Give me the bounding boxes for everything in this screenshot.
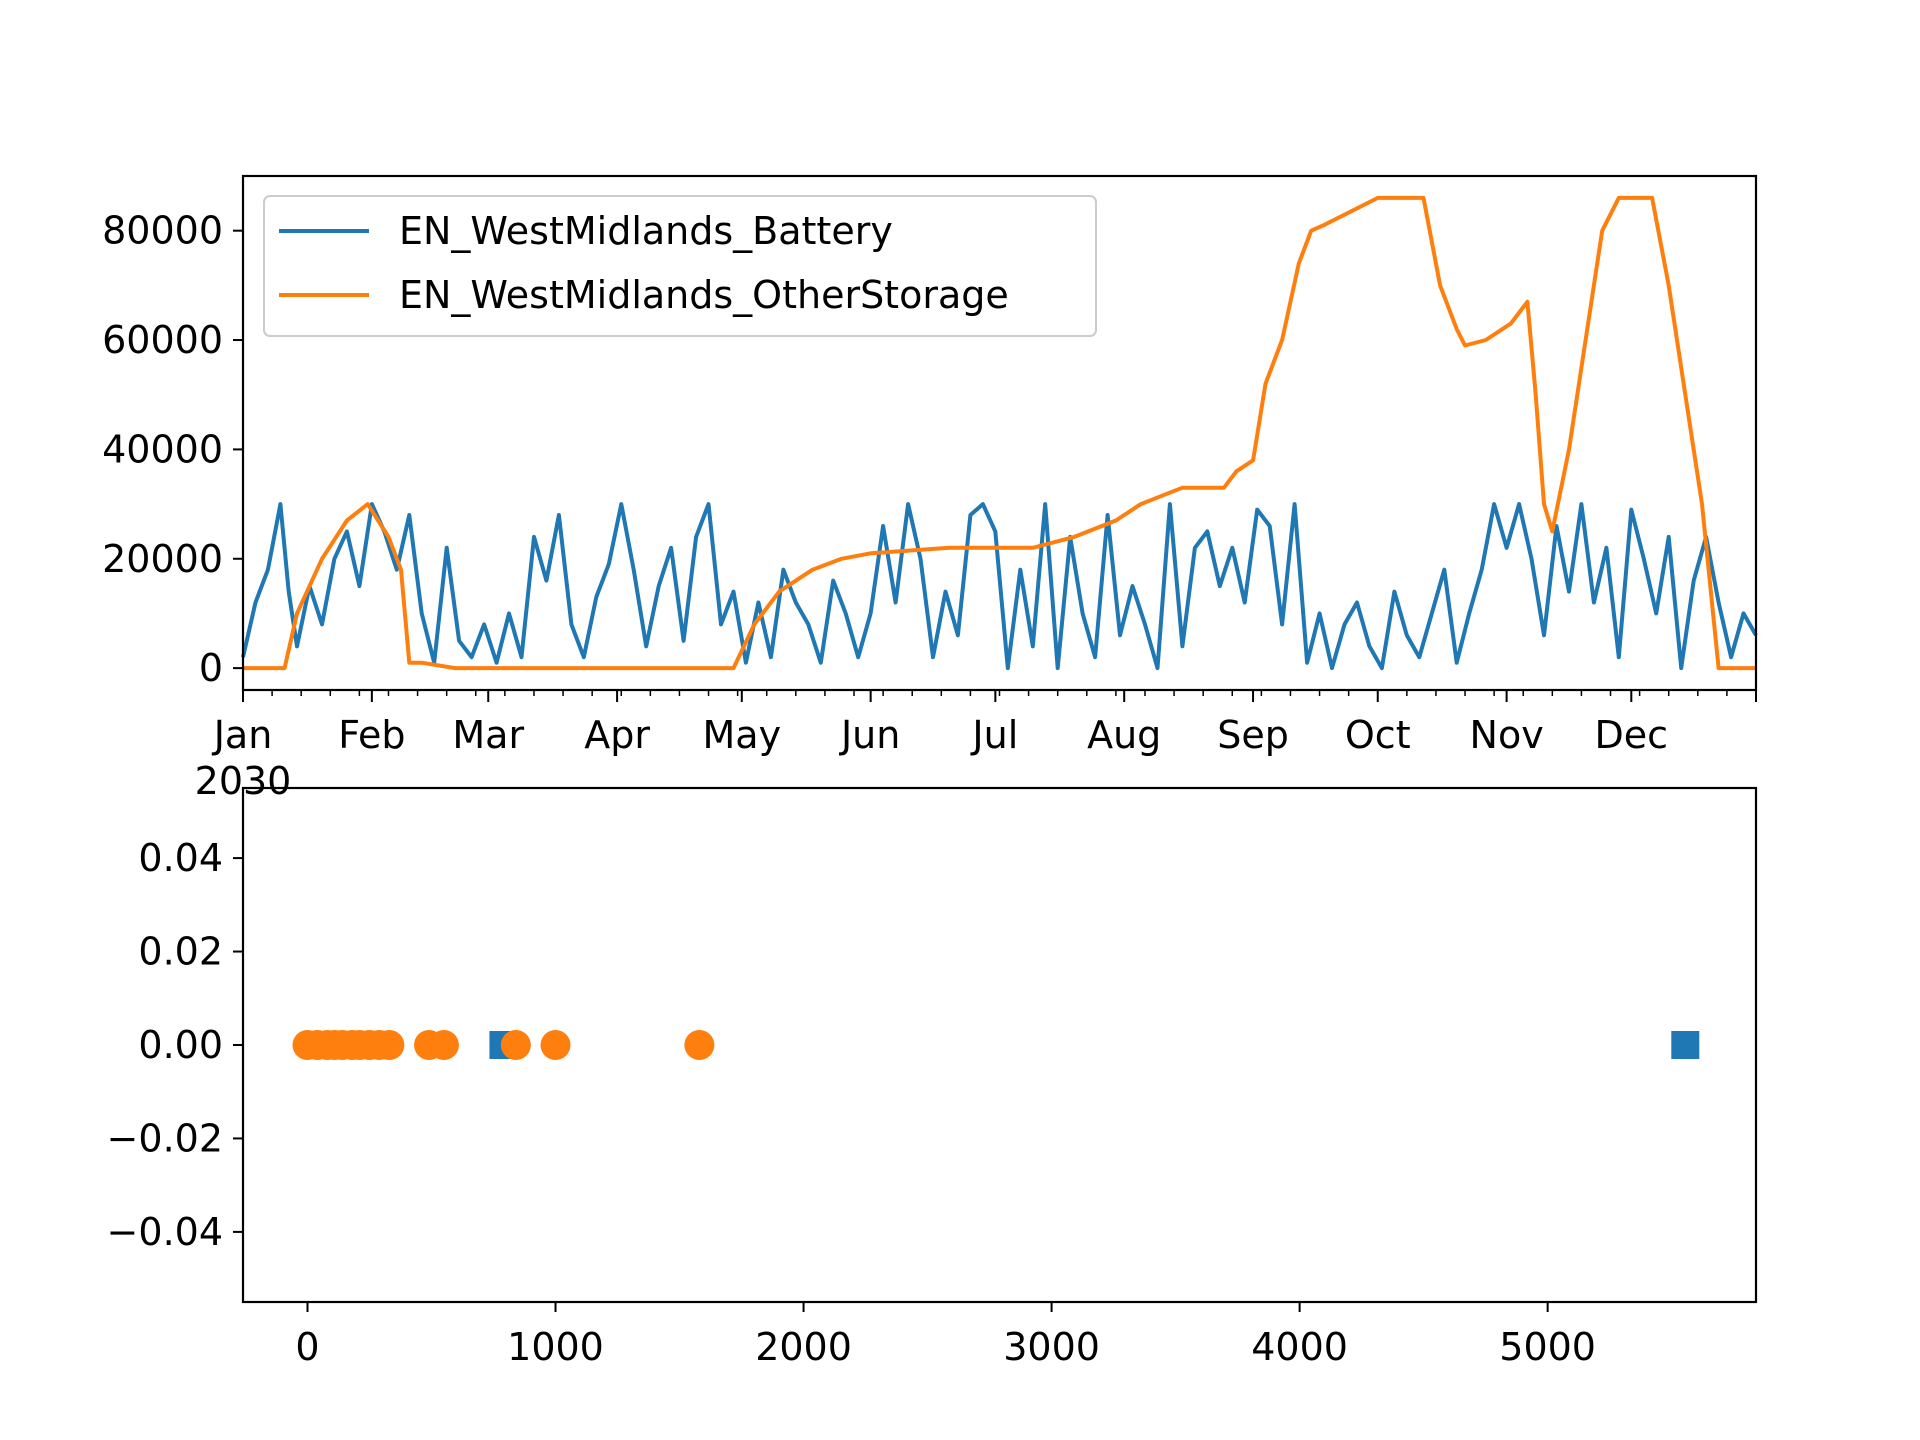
x-tick-label: Aug (1087, 713, 1161, 757)
scatter-point-circle (428, 1030, 459, 1060)
legend-label: EN_WestMidlands_OtherStorage (399, 273, 1009, 317)
x-tick-label: Jul (970, 713, 1018, 757)
scatter-point-circle (684, 1030, 715, 1060)
x-tick-label: Apr (584, 713, 650, 757)
x-tick-label: Dec (1595, 713, 1669, 757)
y-tick-label: 60000 (102, 318, 223, 362)
series-line-other-storage (243, 195, 1756, 671)
x-tick-label: Feb (338, 713, 405, 757)
legend-label: EN_WestMidlands_Battery (399, 209, 893, 253)
y-tick-label: −0.04 (107, 1210, 223, 1254)
x-tick-label: 2000 (755, 1325, 852, 1369)
y-tick-label: 0.00 (138, 1023, 223, 1067)
x-tick-label: Sep (1217, 713, 1289, 757)
x-tick-label: Oct (1345, 713, 1411, 757)
y-tick-label: 40000 (102, 427, 223, 471)
x-tick-label: 0 (295, 1325, 319, 1369)
x-tick-label: May (703, 713, 782, 757)
scatter-point-circle (540, 1030, 571, 1060)
scatter-chart: 0.04 0.02 0.00 −0.02 −0.04 0 1000 2000 3000 4000 5… (107, 786, 1758, 1369)
y-tick-label: 0.04 (138, 836, 223, 880)
y-tick-label: 0 (199, 646, 223, 690)
x-tick-label: 5000 (1499, 1325, 1596, 1369)
x-tick-label: Mar (452, 713, 524, 757)
y-tick-label: 0.02 (138, 930, 223, 974)
y-tick-label: −0.02 (107, 1116, 223, 1160)
x-tick-label: 4000 (1251, 1325, 1348, 1369)
x-tick-label: Nov (1470, 713, 1544, 757)
scatter-point-circle (500, 1030, 531, 1060)
x-tick-label: 3000 (1003, 1325, 1100, 1369)
scatter-point-circle (374, 1030, 405, 1060)
series-line-battery (241, 502, 1758, 671)
y-tick-label: 80000 (102, 209, 223, 253)
y-tick-label: 20000 (102, 537, 223, 581)
legend-box (263, 195, 1097, 337)
scatter-point-square (1671, 1031, 1700, 1059)
x-tick-label: Jun (839, 713, 900, 757)
legend: EN_WestMidlands_Battery EN_WestMidlands_O… (263, 195, 1097, 337)
x-tick-label: 1000 (507, 1325, 604, 1369)
